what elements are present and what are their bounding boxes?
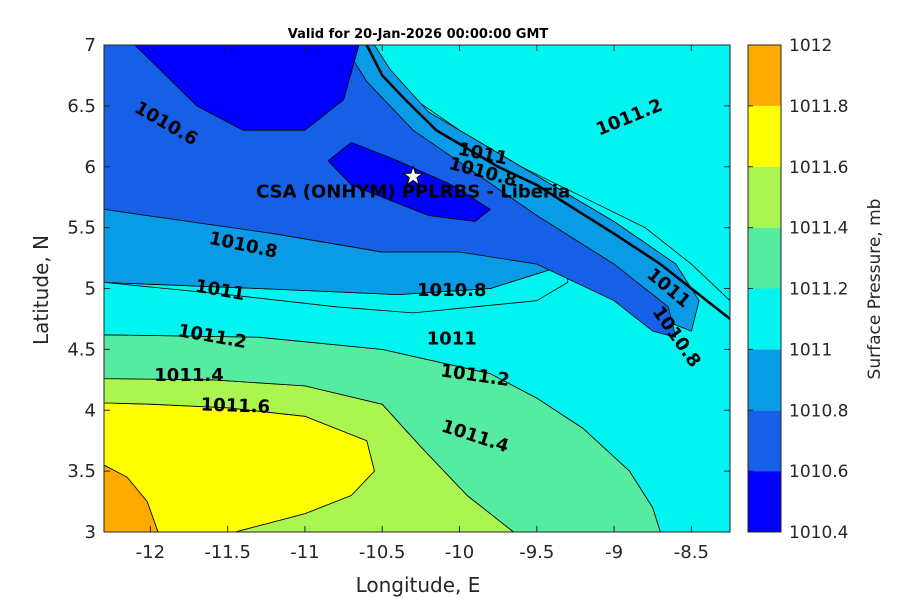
y-axis-ticks: 3 3.5 4 4.5 5 5.5 6 6.5 7	[67, 35, 730, 543]
colorbar-title: Surface Pressure, mb	[865, 199, 885, 380]
colorbar-segment-0	[748, 471, 781, 532]
y-tick-label-6: 6	[85, 157, 96, 178]
contour-label-8: 1011	[427, 329, 477, 350]
x-tick-label-5: -9.5	[519, 542, 554, 563]
plot-title: Valid for 20-Jan-2026 00:00:00 GMT	[288, 27, 549, 42]
y-tick-label-5: 5.5	[67, 218, 96, 239]
contour-label-11: 1011.6	[200, 394, 270, 417]
station-label: CSA (ONHYM) PPLRBS - Liberia	[256, 181, 570, 202]
colorbar-segment-3	[748, 288, 781, 350]
x-tick-label-6: -9	[605, 542, 623, 563]
colorbar-segment-6	[748, 105, 781, 167]
colorbar-label-7: 1011.8	[789, 97, 848, 117]
colorbar-label-2: 1010.8	[789, 401, 848, 421]
y-tick-label-4: 5	[85, 279, 96, 300]
contour-label-6: 1010.8	[417, 280, 486, 301]
colorbar: 1010.4 1010.6 1010.8 1011 1011.2 1011.4 1011.6…	[747, 36, 848, 543]
contour-label-9: 1011.4	[154, 365, 223, 386]
x-axis-ticks: -12 -11.5 -11 -10.5 -10 -9.5 -9 -8.5	[136, 45, 709, 563]
x-axis-label: Longitude, E	[356, 573, 481, 597]
x-tick-label-7: -8.5	[674, 542, 709, 563]
y-tick-label-3: 4.5	[67, 339, 96, 360]
x-tick-label-1: -11.5	[204, 542, 251, 563]
colorbar-label-5: 1011.4	[789, 219, 848, 239]
colorbar-label-0: 1010.4	[789, 523, 848, 543]
y-tick-label-1: 3.5	[67, 461, 96, 482]
colorbar-label-1: 1010.6	[789, 462, 848, 482]
y-tick-label-7: 6.5	[67, 96, 96, 117]
y-tick-label-2: 4	[85, 400, 96, 421]
y-axis-label: Latitude, N	[29, 235, 53, 345]
colorbar-segment-4	[748, 227, 781, 289]
colorbar-label-8: 1012	[789, 36, 832, 56]
y-tick-label-0: 3	[85, 522, 96, 543]
station-star-icon	[402, 164, 425, 186]
colorbar-label-3: 1011	[789, 340, 832, 360]
contour-bands	[104, 45, 730, 532]
station-marker: CSA (ONHYM) PPLRBS - Liberia	[256, 164, 570, 202]
colorbar-label-6: 1011.6	[789, 158, 848, 178]
colorbar-segment-7	[748, 45, 781, 106]
colorbar-segment-5	[748, 166, 781, 228]
colorbar-label-4: 1011.2	[789, 280, 848, 300]
coastline-path	[365, 45, 730, 320]
y-tick-label-8: 7	[85, 35, 96, 56]
x-tick-label-2: -11	[290, 542, 319, 563]
x-tick-label-0: -12	[136, 542, 165, 563]
coastline	[365, 45, 730, 320]
x-tick-label-3: -10.5	[359, 542, 406, 563]
contour-band-7	[134, 45, 360, 131]
colorbar-segment-2	[748, 349, 781, 411]
colorbar-segment-1	[748, 410, 781, 472]
x-tick-label-4: -10	[445, 542, 474, 563]
